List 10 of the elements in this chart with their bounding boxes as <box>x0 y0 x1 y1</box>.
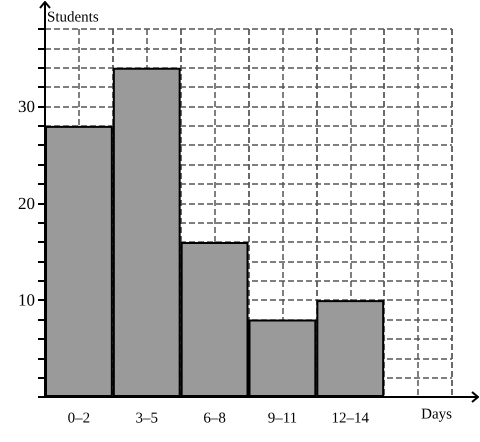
y-tick-label: 20 <box>18 194 35 213</box>
x-tick-label: 9–11 <box>268 410 298 426</box>
y-tick-label: 10 <box>18 290 35 310</box>
y-tick-label: 30 <box>18 96 35 116</box>
y-axis-title: Students <box>47 10 99 26</box>
x-tick-label: 0–2 <box>68 410 90 426</box>
x-tick-label: 6–8 <box>203 410 226 426</box>
x-axis-title: Days <box>421 406 452 422</box>
x-tick-label: 12–14 <box>332 410 370 426</box>
x-tick-label: 3–5 <box>136 410 158 426</box>
